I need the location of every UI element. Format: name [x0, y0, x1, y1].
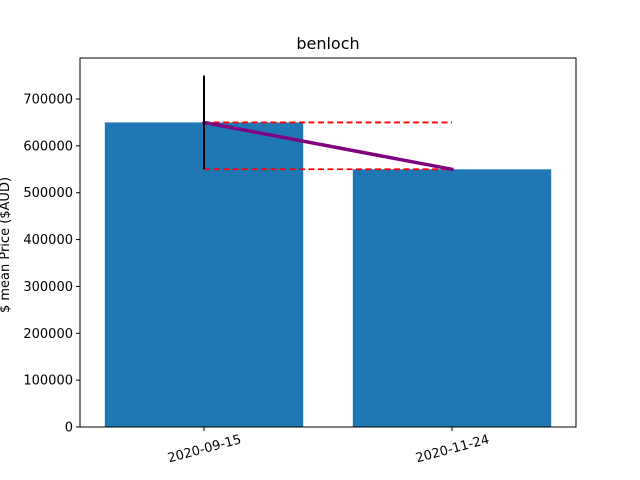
- x-tick-label: 2020-11-24: [414, 432, 491, 466]
- x-tick-label: 2020-09-15: [166, 432, 243, 466]
- y-tick-label: 400000: [23, 233, 73, 248]
- y-tick-label: 100000: [23, 374, 73, 389]
- y-tick-label: 300000: [23, 280, 73, 295]
- overlays-group: [202, 75, 454, 172]
- y-tick-label: 200000: [23, 327, 73, 342]
- y-tick-label: 0: [65, 421, 73, 436]
- y-tick-label: 500000: [23, 186, 73, 201]
- bar-2020-09-15: [104, 122, 304, 427]
- chart-title: benloch: [296, 34, 359, 53]
- bars-group: [104, 122, 552, 428]
- bar-2020-11-24: [352, 169, 552, 428]
- y-axis-label: $ mean Price ($AUD): [0, 177, 13, 313]
- plot-frame: [79, 57, 577, 428]
- trend-line: [202, 120, 454, 172]
- y-tick-label: 600000: [23, 139, 73, 154]
- y-tick-label: 700000: [23, 93, 73, 108]
